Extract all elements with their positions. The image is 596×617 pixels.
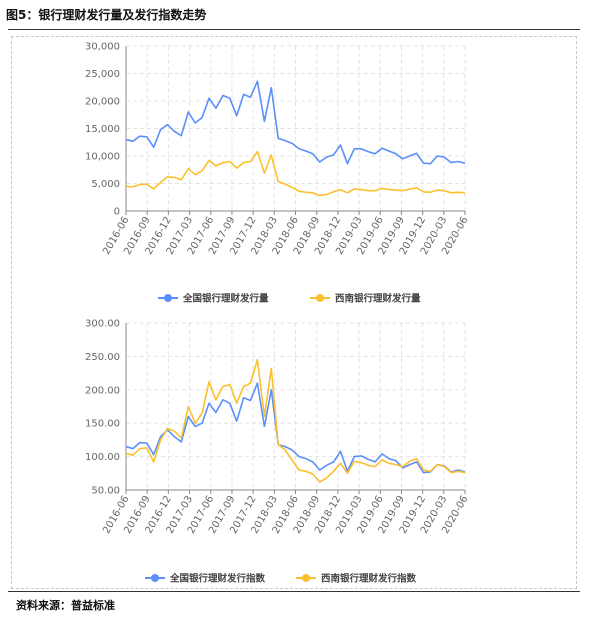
- chart-frame: [11, 36, 577, 589]
- legend-swatch-dot: [316, 294, 324, 302]
- y-tick-label: 100.00: [85, 452, 120, 463]
- legend-label: 全国银行理财发行量: [182, 293, 269, 305]
- y-tick-label: 15,000: [85, 124, 120, 135]
- top-divider: [8, 29, 580, 30]
- legend-swatch-dot: [151, 574, 159, 582]
- y-tick-label: 0: [114, 207, 120, 218]
- y-tick-label: 50.00: [91, 486, 120, 497]
- legend-label: 全国银行理财发行指数: [169, 573, 266, 585]
- series-line-1: [125, 382, 466, 474]
- y-tick-label: 5,000: [91, 179, 120, 190]
- legend-swatch-dot: [164, 294, 172, 302]
- index-chart: 50.00100.00150.00200.00250.00300.002016-…: [85, 319, 471, 585]
- y-tick-label: 250.00: [85, 352, 120, 363]
- y-tick-label: 25,000: [85, 69, 120, 80]
- bottom-divider: [8, 591, 580, 592]
- series-line-2: [125, 150, 466, 197]
- source-note: 资料来源：普益标准: [16, 599, 115, 612]
- y-tick-label: 300.00: [85, 319, 120, 330]
- y-tick-label: 10,000: [85, 152, 120, 163]
- y-tick-label: 30,000: [85, 42, 120, 53]
- legend-label: 西南银行理财发行指数: [321, 573, 417, 585]
- series-line-2: [125, 358, 466, 483]
- volume-chart: 05,00010,00015,00020,00025,00030,0002016…: [85, 42, 471, 305]
- figure-title: 图5：银行理财发行量及发行指数走势: [6, 8, 207, 22]
- legend-swatch-dot: [302, 574, 310, 582]
- y-tick-label: 20,000: [85, 97, 120, 108]
- series-line-1: [125, 80, 466, 165]
- y-tick-label: 150.00: [85, 419, 120, 430]
- y-tick-label: 200.00: [85, 385, 120, 396]
- legend-label: 西南银行理财发行量: [335, 293, 421, 305]
